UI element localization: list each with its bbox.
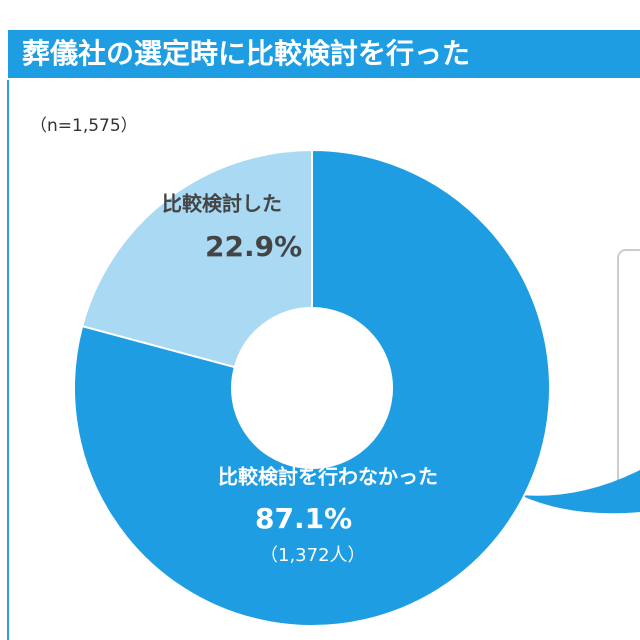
donut-slice bbox=[73, 148, 551, 627]
count-label: （1,372人） bbox=[260, 545, 366, 566]
side-box bbox=[617, 249, 640, 511]
title-bar bbox=[8, 30, 640, 78]
slice-label: 比較検討を行わなかった bbox=[218, 465, 438, 489]
bubble-tail bbox=[520, 470, 640, 514]
value-label: 87.1% bbox=[255, 502, 352, 535]
donut bbox=[73, 148, 551, 627]
value-label: 22.9% bbox=[205, 230, 302, 263]
donut-slice bbox=[80, 148, 313, 369]
slice-label: 比較検討した bbox=[162, 192, 282, 216]
chart-title: 葬儀社の選定時に比較検討を行った bbox=[22, 37, 470, 70]
sample-size: （n=1,575） bbox=[30, 116, 138, 136]
